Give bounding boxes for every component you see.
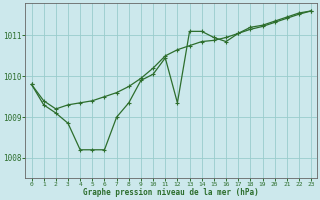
X-axis label: Graphe pression niveau de la mer (hPa): Graphe pression niveau de la mer (hPa) [84, 188, 259, 197]
